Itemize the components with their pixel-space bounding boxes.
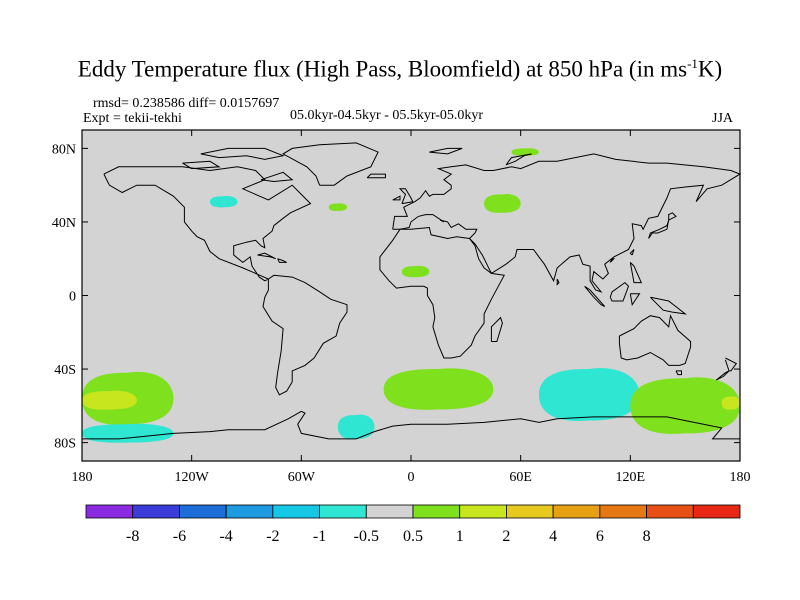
coastline [277, 258, 287, 263]
x-tick-label: 180 [72, 470, 93, 485]
colorbar-swatch [365, 504, 414, 519]
anomaly-region [328, 203, 348, 211]
coastline [182, 160, 221, 170]
colorbar-swatch [319, 504, 367, 519]
colorbar-swatch [459, 504, 507, 519]
coastline [584, 285, 606, 307]
coastline [392, 195, 401, 201]
coastline [629, 293, 641, 307]
colorbar-label: 1 [456, 528, 464, 545]
coastline [379, 226, 505, 359]
colorbar-label: -4 [219, 528, 232, 545]
colorbar-swatch [225, 504, 274, 519]
period-label: 05.0kyr-04.5kyr - 05.5kyr-05.0kyr [290, 108, 484, 123]
x-tick-label: 0 [408, 470, 415, 485]
coastline [392, 153, 742, 293]
colorbar-swatch [132, 504, 180, 519]
y-tick-label: 40N [52, 216, 76, 231]
colorbar-label: 4 [549, 528, 557, 545]
anomaly-region [82, 423, 174, 443]
colorbar-swatch [599, 504, 647, 519]
colorbar-label: -0.5 [354, 528, 379, 545]
coastline [257, 252, 276, 260]
x-tick-label: 60W [288, 470, 316, 485]
coastline [262, 274, 348, 396]
coastline [618, 314, 692, 366]
colorbar-swatch [85, 504, 134, 519]
y-tick-label: 80N [52, 142, 76, 157]
anomaly-region [82, 390, 137, 410]
colorbar-swatch [552, 504, 601, 519]
coastline [103, 166, 312, 282]
colorbar-swatch [179, 504, 227, 519]
anomaly-region [383, 368, 494, 410]
anomaly-region [337, 414, 375, 440]
season-label: JJA [712, 111, 734, 126]
coastline [650, 296, 687, 315]
coastline [260, 171, 294, 183]
colorbar-label: -2 [266, 528, 279, 545]
coastlines [82, 142, 742, 440]
colorbar: -8 -6 -4 -2 -1 -0.5 0.5 1 2 4 6 8 [85, 504, 741, 545]
colorbar-swatch [506, 504, 554, 519]
x-tick-label: 60E [509, 470, 532, 485]
coastline [556, 278, 560, 286]
map-plot-area [81, 129, 742, 462]
coastline [724, 357, 738, 372]
coastline [668, 212, 677, 221]
colorbar-swatch [272, 504, 320, 519]
colorbar-swatch [646, 504, 694, 519]
stats-line: rmsd= 0.238586 diff= 0.0157697 [93, 96, 280, 111]
colorbar-label: -6 [173, 528, 186, 545]
anomaly-region [630, 377, 740, 434]
x-tick-label: 120W [175, 470, 210, 485]
coastline [82, 410, 740, 440]
map-title: Eddy Temperature flux (High Pass, Bloomf… [77, 56, 723, 82]
x-tick-label: 120E [616, 470, 646, 485]
coastline [629, 262, 643, 284]
anomaly-region [511, 148, 539, 156]
coastline [609, 258, 616, 263]
anomaly-region [401, 265, 430, 278]
coastline [398, 188, 414, 205]
y-tick-label: 0 [69, 290, 76, 305]
colorbar-label: -1 [313, 528, 326, 545]
anomaly-region [484, 194, 521, 213]
y-tick-label: 80S [54, 437, 76, 452]
coastline [715, 370, 730, 381]
y-tick-label: 40S [54, 363, 76, 378]
experiment-label: Expt = tekii-tekhi [83, 111, 182, 126]
x-tick-label: 180 [730, 470, 751, 485]
colorbar-swatch [692, 504, 741, 519]
colorbar-label: -8 [126, 528, 139, 545]
anomaly-regions [82, 148, 740, 443]
anomaly-region [209, 196, 238, 208]
coastline [200, 147, 285, 160]
colorbar-swatch [412, 504, 461, 519]
anomaly-region [721, 396, 740, 410]
coastline [675, 370, 682, 376]
coastline [609, 281, 630, 302]
anomaly-region [538, 368, 640, 422]
coastline [505, 153, 532, 166]
coastline [282, 142, 379, 186]
coastline [429, 147, 463, 155]
colorbar-label: 2 [502, 528, 510, 545]
coastline [490, 316, 503, 342]
coastline [366, 173, 386, 179]
colorbar-label: 6 [596, 528, 604, 545]
colorbar-label: 8 [643, 528, 651, 545]
coastline [629, 249, 635, 256]
colorbar-label: 0.5 [403, 528, 423, 545]
axis-ticks: 180 120W 60W 0 60E 120E 180 80N 40N 0 40S 80S [52, 130, 751, 485]
